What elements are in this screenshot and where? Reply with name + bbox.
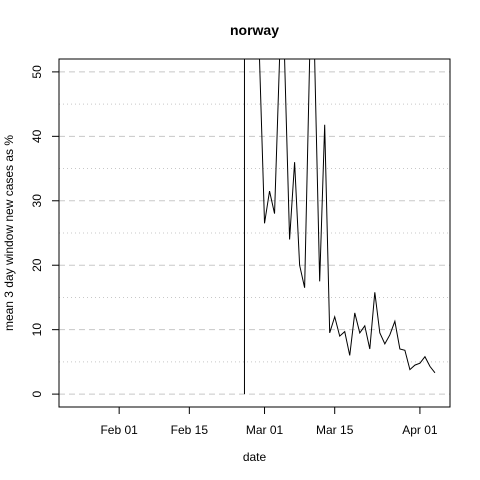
y-tick-label: 10 [30, 323, 44, 337]
series-line-group [243, 59, 436, 395]
x-tick-label: Apr 01 [402, 423, 438, 437]
y-axis-label: mean 3 day window new cases as % [2, 135, 16, 331]
plot-frame [58, 58, 451, 408]
y-tick-label: 0 [30, 390, 44, 397]
y-tick-label: 20 [30, 258, 44, 272]
x-tick-label: Feb 15 [171, 423, 209, 437]
x-axis: Feb 01 Feb 15 Mar 01 Mar 15 Apr 01 [100, 407, 438, 437]
series-line [243, 59, 436, 395]
x-tick-label: Feb 01 [100, 423, 138, 437]
x-tick-label: Mar 15 [316, 423, 354, 437]
grid [59, 71, 450, 395]
x-tick-label: Mar 01 [246, 423, 284, 437]
y-axis: 0 10 20 30 40 50 [30, 65, 59, 397]
y-tick-label: 30 [30, 194, 44, 208]
x-axis-label: date [243, 450, 267, 464]
y-tick-label: 50 [30, 65, 44, 79]
chart-title: norway [230, 22, 279, 38]
y-tick-label: 40 [30, 129, 44, 143]
